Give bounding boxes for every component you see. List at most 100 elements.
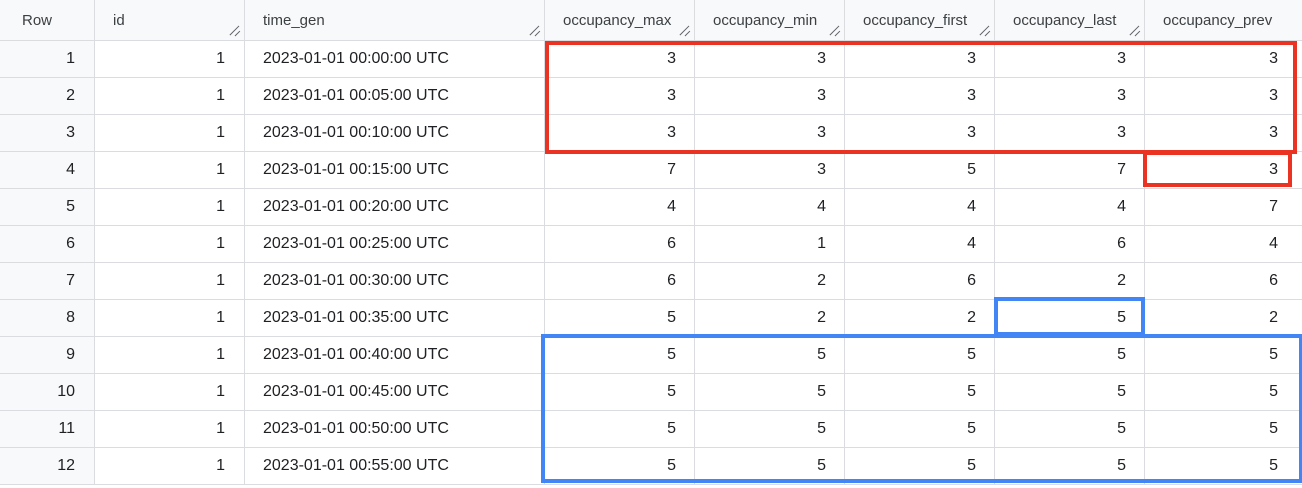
cell-occupancy-prev[interactable]: 5 [1269,383,1278,400]
cell-occupancy-first[interactable]: 3 [845,78,995,114]
table-row[interactable]: 4 1 2023-01-01 00:15:00 UTC 7 3 5 7 3 [0,152,1302,189]
cell-occupancy-first[interactable]: 4 [845,189,995,225]
cell-occupancy-min[interactable]: 5 [695,337,845,373]
cell-occupancy-prev[interactable]: 5 [1269,420,1278,437]
column-resize-handle-icon[interactable] [978,24,990,36]
header-occupancy-min[interactable]: occupancy_min [695,0,845,40]
cell-occupancy-last[interactable]: 3 [995,78,1145,114]
cell-row-number[interactable]: 1 [0,41,95,77]
cell-id[interactable]: 1 [95,411,245,447]
cell-occupancy-min[interactable]: 5 [695,411,845,447]
cell-occupancy-prev[interactable]: 6 [1269,272,1278,289]
cell-row-number[interactable]: 5 [0,189,95,225]
cell-occupancy-last[interactable]: 5 [995,300,1145,336]
column-resize-handle-icon[interactable] [828,24,840,36]
cell-time-gen[interactable]: 2023-01-01 00:30:00 UTC [245,263,545,299]
cell-occupancy-max[interactable]: 5 [545,300,695,336]
cell-occupancy-min[interactable]: 5 [695,374,845,410]
cell-occupancy-max[interactable]: 7 [545,152,695,188]
table-row[interactable]: 6 1 2023-01-01 00:25:00 UTC 6 1 4 6 4 [0,226,1302,263]
cell-occupancy-first[interactable]: 5 [845,337,995,373]
cell-id[interactable]: 1 [95,41,245,77]
cell-time-gen[interactable]: 2023-01-01 00:55:00 UTC [245,448,545,484]
cell-row-number[interactable]: 10 [0,374,95,410]
cell-occupancy-prev[interactable]: 5 [1269,346,1278,363]
cell-occupancy-max[interactable]: 4 [545,189,695,225]
cell-occupancy-first[interactable]: 5 [845,152,995,188]
cell-occupancy-first[interactable]: 2 [845,300,995,336]
cell-row-number[interactable]: 4 [0,152,95,188]
cell-occupancy-prev[interactable]: 4 [1269,235,1278,252]
cell-occupancy-min[interactable]: 1 [695,226,845,262]
cell-occupancy-min[interactable]: 2 [695,300,845,336]
cell-occupancy-last[interactable]: 5 [995,374,1145,410]
cell-occupancy-prev[interactable]: 5 [1269,457,1278,474]
cell-occupancy-last[interactable]: 3 [995,41,1145,77]
cell-occupancy-first[interactable]: 5 [845,448,995,484]
header-row[interactable]: Row [0,0,95,40]
cell-occupancy-prev[interactable]: 3 [1269,124,1278,141]
cell-id[interactable]: 1 [95,152,245,188]
column-resize-handle-icon[interactable] [228,24,240,36]
cell-id[interactable]: 1 [95,189,245,225]
table-row[interactable]: 1 1 2023-01-01 00:00:00 UTC 3 3 3 3 3 [0,41,1302,78]
table-row[interactable]: 8 1 2023-01-01 00:35:00 UTC 5 2 2 5 2 [0,300,1302,337]
cell-occupancy-prev[interactable]: 3 [1269,87,1278,104]
cell-row-number[interactable]: 12 [0,448,95,484]
table-row[interactable]: 7 1 2023-01-01 00:30:00 UTC 6 2 6 2 6 [0,263,1302,300]
cell-id[interactable]: 1 [95,337,245,373]
cell-id[interactable]: 1 [95,448,245,484]
cell-occupancy-min[interactable]: 4 [695,189,845,225]
cell-occupancy-last[interactable]: 6 [995,226,1145,262]
column-resize-handle-icon[interactable] [678,24,690,36]
cell-id[interactable]: 1 [95,78,245,114]
column-resize-handle-icon[interactable] [528,24,540,36]
header-occupancy-max[interactable]: occupancy_max [545,0,695,40]
cell-occupancy-max[interactable]: 5 [545,337,695,373]
cell-occupancy-min[interactable]: 3 [695,115,845,151]
cell-occupancy-max[interactable]: 6 [545,263,695,299]
table-row[interactable]: 11 1 2023-01-01 00:50:00 UTC 5 5 5 5 5 [0,411,1302,448]
cell-occupancy-last[interactable]: 2 [995,263,1145,299]
cell-time-gen[interactable]: 2023-01-01 00:45:00 UTC [245,374,545,410]
header-occupancy-first[interactable]: occupancy_first [845,0,995,40]
table-row[interactable]: 9 1 2023-01-01 00:40:00 UTC 5 5 5 5 5 [0,337,1302,374]
cell-id[interactable]: 1 [95,226,245,262]
cell-time-gen[interactable]: 2023-01-01 00:40:00 UTC [245,337,545,373]
cell-time-gen[interactable]: 2023-01-01 00:50:00 UTC [245,411,545,447]
cell-id[interactable]: 1 [95,115,245,151]
header-occupancy-prev[interactable]: occupancy_prev [1145,0,1302,40]
cell-row-number[interactable]: 6 [0,226,95,262]
cell-occupancy-last[interactable]: 4 [995,189,1145,225]
cell-row-number[interactable]: 7 [0,263,95,299]
cell-occupancy-min[interactable]: 2 [695,263,845,299]
cell-occupancy-max[interactable]: 3 [545,115,695,151]
cell-row-number[interactable]: 9 [0,337,95,373]
cell-occupancy-prev[interactable]: 3 [1269,50,1278,67]
cell-time-gen[interactable]: 2023-01-01 00:20:00 UTC [245,189,545,225]
cell-occupancy-max[interactable]: 3 [545,41,695,77]
cell-time-gen[interactable]: 2023-01-01 00:35:00 UTC [245,300,545,336]
cell-occupancy-max[interactable]: 3 [545,78,695,114]
table-row[interactable]: 2 1 2023-01-01 00:05:00 UTC 3 3 3 3 3 [0,78,1302,115]
cell-time-gen[interactable]: 2023-01-01 00:10:00 UTC [245,115,545,151]
header-occupancy-last[interactable]: occupancy_last [995,0,1145,40]
cell-occupancy-min[interactable]: 3 [695,78,845,114]
cell-occupancy-min[interactable]: 5 [695,448,845,484]
cell-occupancy-last[interactable]: 5 [995,448,1145,484]
cell-row-number[interactable]: 2 [0,78,95,114]
cell-id[interactable]: 1 [95,300,245,336]
table-row[interactable]: 10 1 2023-01-01 00:45:00 UTC 5 5 5 5 5 [0,374,1302,411]
cell-time-gen[interactable]: 2023-01-01 00:15:00 UTC [245,152,545,188]
cell-occupancy-first[interactable]: 3 [845,115,995,151]
cell-occupancy-last[interactable]: 7 [995,152,1145,188]
cell-time-gen[interactable]: 2023-01-01 00:00:00 UTC [245,41,545,77]
cell-time-gen[interactable]: 2023-01-01 00:25:00 UTC [245,226,545,262]
cell-occupancy-max[interactable]: 6 [545,226,695,262]
cell-occupancy-prev[interactable]: 3 [1269,161,1278,178]
table-row[interactable]: 12 1 2023-01-01 00:55:00 UTC 5 5 5 5 5 [0,448,1302,485]
cell-occupancy-last[interactable]: 5 [995,411,1145,447]
header-time-gen[interactable]: time_gen [245,0,545,40]
cell-occupancy-prev[interactable]: 7 [1269,198,1278,215]
cell-id[interactable]: 1 [95,263,245,299]
